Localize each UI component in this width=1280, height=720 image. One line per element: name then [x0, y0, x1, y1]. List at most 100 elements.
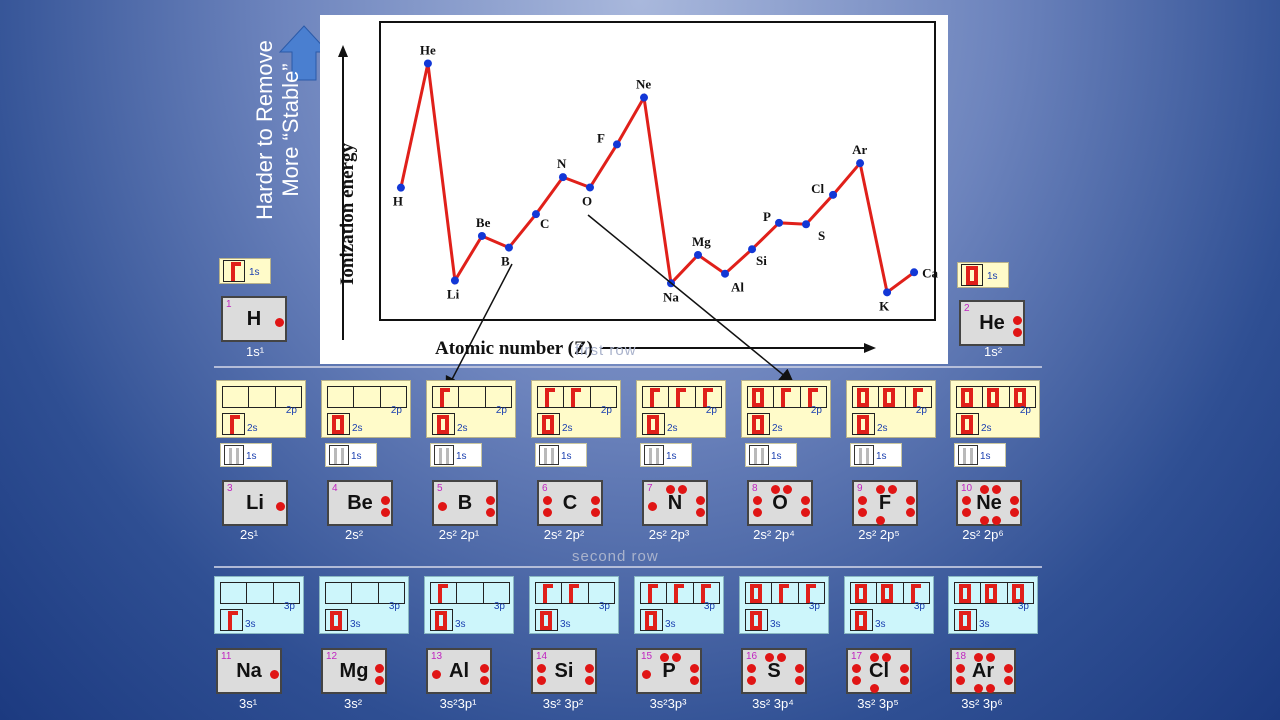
element-symbol: Na — [236, 660, 262, 682]
core-orbital-box — [539, 445, 559, 465]
p-orbital-1 — [432, 386, 460, 408]
point-b — [504, 243, 513, 252]
element-symbol: Mg — [339, 660, 369, 682]
p-orbital-3-spin-up — [1013, 388, 1024, 407]
p-orbitals — [535, 582, 615, 604]
s-orbital-spin-down — [332, 611, 342, 630]
valence-electron — [1010, 496, 1019, 505]
core-1s-orbital: 1s — [220, 443, 272, 467]
core-spin-down — [970, 448, 973, 464]
p-orbitals — [747, 386, 827, 408]
label-s: S — [818, 228, 825, 243]
valence-electron — [876, 485, 885, 494]
valence-electron — [747, 664, 756, 673]
valence-electron — [1004, 676, 1013, 685]
orbital-diagram-s: 3p 3s — [739, 576, 829, 634]
s-orbital — [954, 609, 977, 631]
valence-electron — [795, 664, 804, 673]
s-orbital — [956, 413, 979, 435]
p-orbital-1 — [642, 386, 670, 408]
element-cl: 17 Cl — [846, 648, 912, 694]
s-orbital-spin-down — [754, 415, 764, 434]
p-orbital-1-spin-up — [545, 388, 555, 407]
p-orbital-1-spin-down — [752, 584, 762, 603]
p-orbital-2-spin-up — [674, 584, 685, 603]
p-orbitals — [430, 582, 510, 604]
s-sublevel-label: 3s — [770, 619, 781, 630]
p-orbital-3 — [904, 386, 932, 408]
p-orbital-1 — [954, 582, 982, 604]
valence-electron — [962, 496, 971, 505]
p-orbital-3-spin-up — [912, 388, 923, 407]
orbital-diagram-f: 2p 2s — [846, 380, 936, 438]
p-orbital-3 — [1006, 582, 1034, 604]
p-orbital-2 — [351, 582, 379, 604]
orbital-diagram-he: 1s — [957, 262, 1009, 288]
p-orbital-2 — [563, 386, 591, 408]
p-orbital-2-spin-up — [779, 584, 790, 603]
s-orbital-spin-up — [435, 611, 445, 630]
p-orbitals — [432, 386, 512, 408]
p-orbital-3 — [797, 582, 825, 604]
label-ne: Ne — [636, 77, 651, 92]
core-label: 1s — [561, 451, 572, 462]
point-h — [396, 183, 405, 192]
valence-electron — [486, 496, 495, 505]
valence-electron — [666, 485, 675, 494]
orbital-diagram-ne: 2p 2s — [950, 380, 1040, 438]
valence-electron — [678, 485, 687, 494]
s-sublevel-label: 2s — [667, 423, 678, 434]
p-sublevel-label: 3p — [598, 601, 610, 612]
p-orbital-2 — [246, 582, 274, 604]
valence-electron — [980, 516, 989, 525]
s-orbital — [220, 609, 243, 631]
p-orbitals — [325, 582, 405, 604]
p-orbital-1 — [537, 386, 565, 408]
valence-electron — [1013, 316, 1022, 325]
core-spin-up — [544, 448, 547, 464]
atomic-number: 7 — [647, 483, 653, 494]
atomic-number: 8 — [752, 483, 758, 494]
s-orbital — [747, 413, 770, 435]
p-orbital-1 — [430, 582, 458, 604]
p-orbital-2-spin-down — [885, 388, 896, 407]
p-sublevel-label: 2p — [810, 405, 822, 416]
element-symbol: Al — [449, 660, 469, 682]
p-orbital-3 — [692, 582, 720, 604]
core-1s-orbital: 1s — [535, 443, 587, 467]
electron-configuration: 3s² 3p² — [542, 696, 584, 711]
point-be — [477, 231, 486, 240]
valence-electron — [276, 502, 285, 511]
electron-configuration: 1s² — [983, 344, 1003, 359]
valence-electron — [660, 653, 669, 662]
core-orbital-box — [749, 445, 769, 465]
p-orbital-1-spin-up — [650, 388, 660, 407]
s-orbital-spin-up — [857, 415, 867, 434]
p-orbital-1-spin-up — [438, 584, 448, 603]
point-n — [558, 173, 567, 182]
core-spin-down — [761, 448, 764, 464]
valence-electron — [956, 676, 965, 685]
p-orbital-2 — [876, 582, 904, 604]
core-orbital-box — [644, 445, 664, 465]
electron-configuration: 2s² 2p¹ — [438, 527, 480, 542]
p-sublevel-label: 3p — [388, 601, 400, 612]
separator-first — [214, 366, 1042, 368]
orbital-diagram-b: 2p 2s — [426, 380, 516, 438]
valence-electron — [876, 516, 885, 525]
s-sublevel-label: 3s — [350, 619, 361, 630]
valence-electron — [992, 516, 1001, 525]
electron-configuration: 2s² 2p³ — [648, 527, 690, 542]
p-orbital-3 — [694, 386, 722, 408]
label-mg: Mg — [692, 234, 711, 249]
core-spin-down — [446, 448, 449, 464]
valence-electron — [270, 670, 279, 679]
label-ar: Ar — [852, 142, 867, 157]
s-orbital-spin-up — [540, 611, 550, 630]
element-symbol: Li — [246, 492, 264, 514]
s-orbital-spin-down — [649, 415, 659, 434]
atomic-number: 6 — [542, 483, 548, 494]
p-orbital-1-spin-up — [752, 388, 762, 407]
